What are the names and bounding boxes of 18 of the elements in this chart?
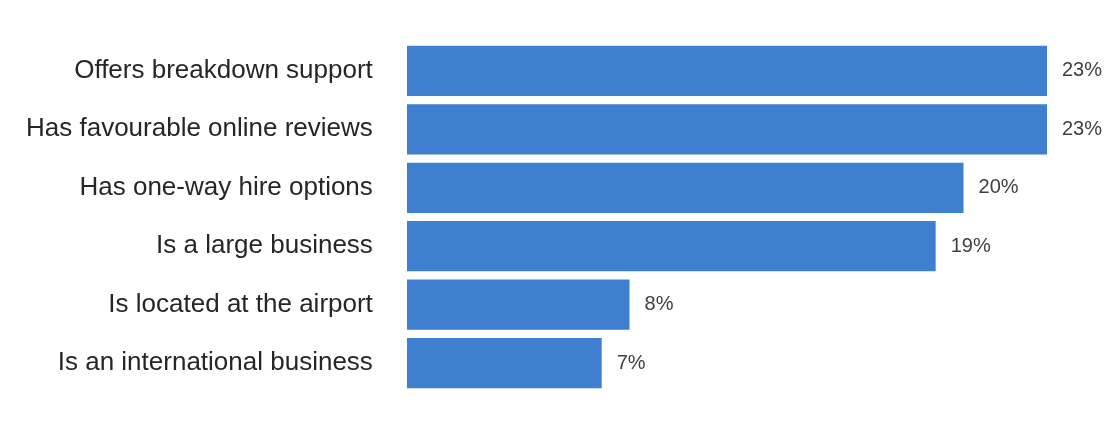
bar — [406, 162, 964, 213]
y-tick-label: Offers breakdown support — [74, 54, 374, 85]
data-label: 23% — [1062, 58, 1103, 81]
y-tick-label: Is located at the airport — [108, 287, 374, 318]
y-tick-label: Has one-way hire options — [79, 170, 373, 201]
bar — [406, 279, 630, 330]
bar — [406, 338, 602, 389]
data-label: 19% — [950, 233, 991, 256]
data-label: 23% — [1062, 116, 1103, 139]
data-label: 7% — [616, 350, 646, 373]
bar — [406, 45, 1047, 96]
y-tick-label: Is a large business — [156, 229, 373, 260]
data-label: 20% — [978, 175, 1019, 198]
y-tick-label: Is an international business — [57, 346, 373, 377]
y-tick-label: Has favourable online reviews — [25, 112, 373, 143]
data-label: 8% — [644, 292, 674, 315]
bar — [406, 104, 1047, 155]
bar — [406, 221, 936, 272]
